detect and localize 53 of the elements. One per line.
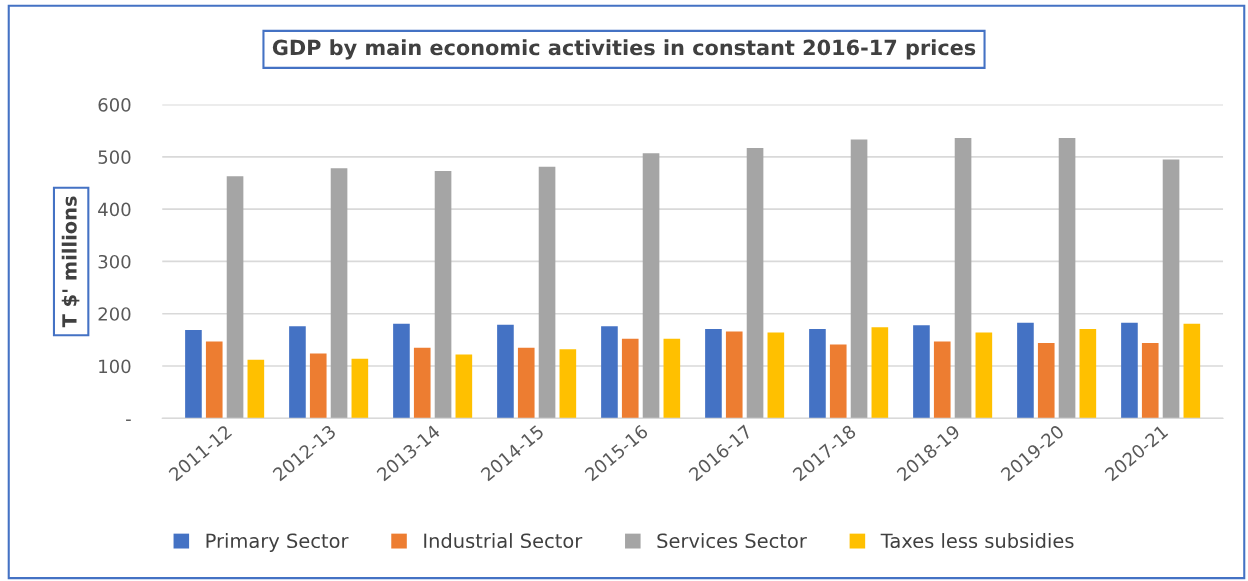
bar (538, 166, 556, 419)
bar (725, 331, 743, 419)
bar (663, 338, 681, 419)
bar (1079, 328, 1097, 419)
legend-label: Taxes less subsidies (880, 533, 1074, 549)
bar (809, 328, 826, 419)
y-tick-label: 500 (98, 150, 131, 164)
bar (559, 349, 577, 419)
bar (289, 326, 306, 419)
bar (517, 347, 535, 419)
bar (1121, 322, 1138, 419)
bar (393, 323, 410, 419)
y-tick-label: 200 (98, 307, 131, 321)
y-tick-label: 300 (98, 254, 131, 269)
chart-title: GDP by main economic activities in constant 2016-17 prices (272, 39, 976, 60)
bar (1183, 323, 1201, 419)
bar (642, 153, 660, 419)
bar (913, 325, 930, 419)
bar (746, 147, 764, 419)
bar (497, 324, 514, 419)
legend-label: Primary Sector (206, 533, 349, 552)
bar (1037, 343, 1055, 419)
bar (850, 139, 868, 419)
y-axis-title: T $' millions (61, 196, 80, 328)
y-tick-label: 100 (99, 359, 131, 374)
bar (309, 353, 327, 419)
bar (413, 347, 431, 419)
bar (601, 326, 618, 419)
y-tick-label: - (126, 419, 131, 421)
bar (871, 327, 889, 419)
bar (185, 329, 202, 419)
bar (330, 168, 348, 419)
bar (829, 344, 847, 419)
bar (933, 341, 951, 419)
bar (247, 359, 265, 419)
bar (621, 338, 639, 419)
bar (1141, 343, 1159, 419)
bar (954, 138, 972, 419)
y-tick-label: 400 (98, 202, 131, 217)
y-tick-label: 600 (98, 98, 131, 112)
bar (767, 332, 785, 419)
bar (705, 328, 722, 419)
bar (975, 332, 993, 419)
bar (226, 176, 244, 419)
bar (434, 170, 452, 419)
bar (1162, 159, 1180, 419)
legend-label: Industrial Sector (424, 533, 583, 549)
bar (455, 354, 473, 419)
bar (205, 341, 223, 419)
bar (1058, 138, 1076, 419)
legend-label: Services Sector (657, 533, 807, 549)
bar (351, 358, 369, 419)
bar (1017, 322, 1034, 419)
